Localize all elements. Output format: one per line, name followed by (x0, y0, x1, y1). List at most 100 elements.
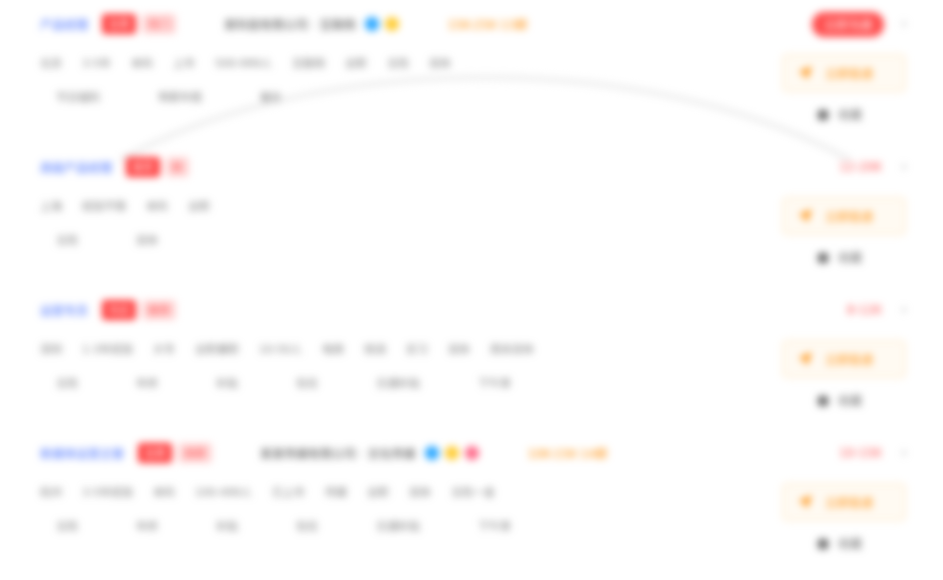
meta-item: 全职兼职 (194, 343, 239, 356)
benefit-item: 五险 (56, 520, 78, 533)
job-meta: 深圳 1-3年经验 大专 全职兼职 10-50人 电商 快消 实习 双休 周末双休 (40, 338, 730, 360)
save-button[interactable]: 收藏 (782, 249, 906, 266)
blue-dot-icon (425, 446, 440, 460)
company-name[interactable]: 某某传媒有限公司 · 文化传媒 (260, 446, 416, 461)
job-header: 新媒体运营主管 急聘 高薪 某某传媒有限公司 · 文化传媒 10K-15K·14薪 10-… (40, 439, 910, 467)
benefit-item: 补贴 (216, 377, 238, 390)
salary-tag[interactable]: 10-15K (839, 446, 882, 460)
salary-tag[interactable]: 12-20K (839, 160, 882, 174)
meta-item: 北京 (40, 57, 62, 70)
meta-item: 全职 (366, 486, 389, 499)
save-label: 收藏 (838, 394, 863, 408)
chevron-right-icon[interactable]: › (901, 16, 907, 32)
job-badge: 急聘 (138, 443, 173, 463)
benefit-item: 包住 (296, 520, 318, 533)
meta-item: 本科 (152, 486, 175, 499)
company-name[interactable]: 某科技有限公司 · 互联网 (224, 17, 356, 32)
meta-item: 双休 (428, 57, 451, 70)
job-badges: 热招 推荐 (102, 300, 177, 320)
job-badge: 推荐 (126, 157, 161, 177)
benefit-item: 五险 (56, 234, 78, 247)
apply-label: 立即投递 (825, 495, 874, 510)
job-title[interactable]: 产品经理 (40, 17, 89, 32)
meta-item: 快消 (363, 343, 386, 356)
meta-item: 五险一金 (450, 486, 495, 499)
save-label: 收藏 (838, 537, 863, 551)
meta-item: 500-999人 (214, 57, 272, 70)
save-button[interactable]: 收藏 (782, 535, 906, 552)
bookmark-icon (818, 252, 828, 263)
meta-item: 1-3年经验 (82, 343, 133, 356)
job-badge: 推荐 (142, 300, 177, 320)
chevron-right-icon[interactable]: › (901, 302, 907, 318)
benefit-item: 年终 (136, 377, 158, 390)
salary-tag[interactable]: 8-12K (846, 303, 882, 317)
job-card[interactable]: 高级产品经理 推荐新 12-20K › 上海 经验不限 本科 全职 五险 双休 立即投递 收藏 (0, 143, 943, 286)
meta-item: 上市 (172, 57, 195, 70)
save-label: 收藏 (838, 251, 863, 265)
meta-item: 经验不限 (82, 200, 126, 213)
meta-item: 100-499人 (194, 486, 252, 499)
paper-plane-icon (795, 63, 815, 83)
job-badges: 急聘 热门 (102, 14, 177, 34)
save-button[interactable]: 收藏 (782, 106, 906, 123)
chevron-right-icon[interactable]: › (901, 445, 907, 461)
benefit-item: 双休 (136, 234, 158, 247)
benefit-item: 包住 (296, 377, 318, 390)
save-button[interactable]: 收藏 (782, 392, 906, 409)
paper-plane-icon (795, 492, 815, 512)
meta-item: 本科 (130, 57, 153, 70)
job-actions: 立即投递 收藏 (782, 54, 906, 134)
meta-item: 3-5年 (82, 57, 111, 70)
meta-item: 全职 (188, 200, 210, 213)
salary: 10K-15K·14薪 (527, 446, 608, 461)
job-card[interactable]: 产品经理 急聘 热门 某科技有限公司 · 互联网 15K-25K·13薪 立即沟通 › 北京 3… (0, 0, 943, 143)
job-header: 高级产品经理 推荐新 12-20K › (40, 153, 910, 181)
job-card[interactable]: 新媒体运营主管 急聘 高薪 某某传媒有限公司 · 文化传媒 10K-15K·14薪 10-… (0, 429, 943, 572)
chevron-right-icon[interactable]: › (901, 159, 907, 175)
job-badge: 高薪 (178, 443, 213, 463)
job-meta: 北京 3-5年 本科 上市 500-999人 互联网 全职 五险 双休 (40, 52, 730, 74)
salary-tag[interactable]: 立即沟通 (811, 11, 884, 37)
job-actions: 立即投递 收藏 (782, 483, 906, 563)
meta-item: 双休 (408, 486, 431, 499)
apply-button[interactable]: 立即投递 (782, 54, 906, 92)
job-header: 运营专员 热招 推荐 8-12K › (40, 296, 910, 324)
apply-button[interactable]: 立即投递 (782, 483, 906, 521)
save-label: 收藏 (838, 108, 863, 122)
job-benefits: 五险 年终 补贴 包住 交通补贴 下午茶 (56, 372, 706, 394)
salary: 15K-25K·13薪 (447, 17, 528, 32)
meta-item: 电商 (321, 343, 344, 356)
apply-label: 立即投递 (825, 209, 874, 224)
benefit-item: 下午茶 (478, 520, 511, 533)
job-title[interactable]: 新媒体运营主管 (40, 446, 125, 461)
paper-plane-icon (795, 206, 815, 226)
yellow-dot-icon (385, 17, 400, 31)
job-title[interactable]: 高级产品经理 (40, 160, 113, 175)
apply-button[interactable]: 立即投递 (782, 340, 906, 378)
benefit-item: 交通补贴 (376, 520, 420, 533)
job-badge: 急聘 (102, 14, 137, 34)
benefit-item: 带薪年假 (158, 91, 202, 104)
job-title[interactable]: 运营专员 (40, 303, 89, 318)
job-benefits: 节日福利 带薪年假 餐补 (56, 86, 706, 108)
meta-item: 3-5年经验 (82, 486, 133, 499)
meta-item: 已上市 (271, 486, 305, 499)
benefit-item: 交通补贴 (376, 377, 420, 390)
apply-label: 立即投递 (825, 66, 874, 81)
company-brand-dots (425, 446, 480, 460)
job-badge: 新 (166, 157, 190, 177)
job-card[interactable]: 运营专员 热招 推荐 8-12K › 深圳 1-3年经验 大专 全职兼职 10-50人 电商 快消 实习… (0, 286, 943, 429)
apply-button[interactable]: 立即投递 (782, 197, 906, 235)
meta-item: 互联网 (291, 57, 325, 70)
blue-dot-icon (365, 17, 380, 31)
pink-dot-icon (465, 446, 480, 460)
company-brand-dots (365, 17, 400, 31)
paper-plane-icon (795, 349, 815, 369)
benefit-item: 餐补 (260, 91, 282, 104)
job-benefits: 五险 年终 补贴 包住 交通补贴 下午茶 (56, 515, 706, 537)
meta-item: 周末双休 (489, 343, 534, 356)
job-badges: 推荐新 (126, 157, 190, 177)
